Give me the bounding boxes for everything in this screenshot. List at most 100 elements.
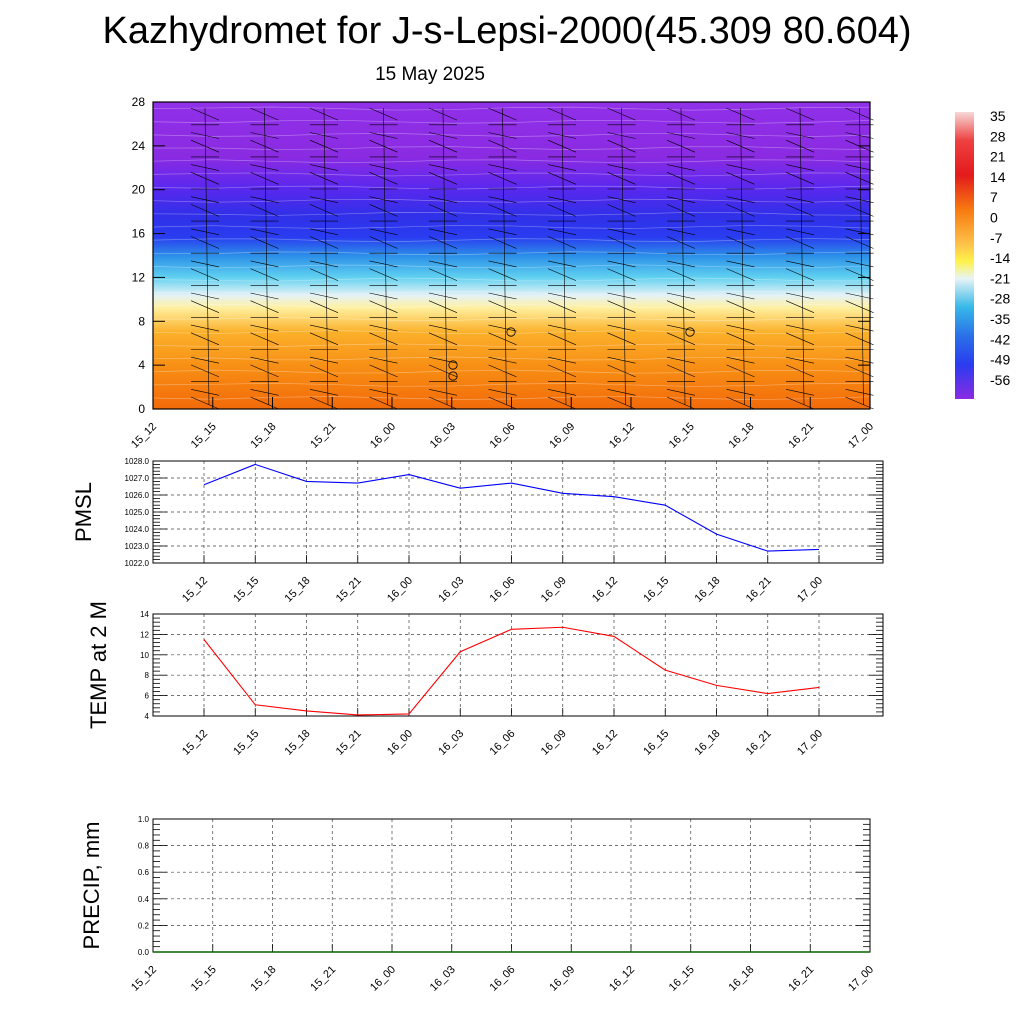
wind-barb bbox=[607, 356, 636, 364]
x-tick-label: 16_15 bbox=[667, 421, 697, 451]
wind-barb bbox=[726, 364, 755, 378]
wind-barb bbox=[845, 132, 874, 139]
calm-circle bbox=[448, 371, 458, 381]
wind-barb bbox=[369, 196, 398, 203]
colorbar-label: -56 bbox=[990, 372, 1010, 388]
x-tick-label: 16_09 bbox=[547, 421, 577, 451]
wind-barb bbox=[250, 164, 279, 171]
wind-barb bbox=[250, 139, 279, 153]
wind-barb bbox=[845, 196, 874, 203]
page-title: Kazhydromet for J-s-Lepsi-2000(45.309 80… bbox=[102, 10, 912, 52]
wind-barb bbox=[666, 292, 696, 300]
x-tick-label: 15_21 bbox=[308, 964, 338, 994]
wind-barb bbox=[547, 300, 577, 313]
wind-barb bbox=[666, 164, 696, 171]
y-tick-label: 24 bbox=[132, 139, 146, 153]
wind-barb bbox=[428, 236, 458, 249]
wind-barb bbox=[428, 172, 458, 185]
wind-barb bbox=[666, 389, 696, 396]
x-tick-label: 16_21 bbox=[786, 964, 816, 994]
wind-barb bbox=[547, 172, 577, 185]
x-tick-label: 15_18 bbox=[283, 575, 313, 605]
contour-line bbox=[152, 290, 871, 295]
wind-barb bbox=[190, 164, 220, 171]
colorbar: 35 28 21 14 7 0 -7 -14 -21 -28 -35 -42 -49 -56 bbox=[955, 108, 1010, 399]
wind-barb bbox=[190, 356, 220, 364]
contour-line bbox=[152, 172, 871, 177]
wind-barb bbox=[845, 389, 874, 396]
y-tick-label: 10 bbox=[140, 651, 149, 660]
wind-barb bbox=[428, 356, 458, 364]
wind-barb bbox=[607, 204, 636, 217]
colorbar-label: -28 bbox=[990, 291, 1010, 307]
wind-barb bbox=[369, 228, 398, 236]
wind-barb bbox=[488, 164, 517, 171]
x-tick-label: 15_12 bbox=[180, 575, 210, 605]
y-tick-label: 6 bbox=[145, 692, 150, 701]
x-tick-label: 16_18 bbox=[727, 964, 757, 994]
wind-barb bbox=[428, 324, 458, 332]
wind-barb bbox=[250, 228, 279, 236]
wind-barb bbox=[428, 196, 458, 203]
wind-barb bbox=[845, 268, 874, 281]
contour-line bbox=[152, 303, 871, 308]
colorbar-label: 21 bbox=[990, 149, 1006, 165]
x-tick-label: 16_15 bbox=[641, 575, 671, 605]
x-tick-label: 16_06 bbox=[488, 728, 518, 758]
wind-barb bbox=[428, 228, 458, 236]
wind-barb bbox=[250, 364, 279, 378]
wind-barb bbox=[726, 268, 755, 281]
wind-barb-staff bbox=[680, 107, 686, 406]
wind-barb bbox=[726, 389, 755, 396]
x-tick-label: 16_09 bbox=[547, 964, 577, 994]
x-tick-label: 15_15 bbox=[231, 575, 261, 605]
wind-barb bbox=[250, 260, 279, 268]
wind-barb bbox=[547, 236, 577, 249]
wind-barb bbox=[666, 260, 696, 268]
wind-barb-staff bbox=[264, 107, 269, 406]
wind-barb bbox=[190, 300, 220, 313]
wind-barb bbox=[666, 139, 696, 153]
wind-barb bbox=[190, 332, 220, 346]
wind-barb bbox=[309, 389, 339, 396]
y-tick-label: 1023.0 bbox=[125, 542, 150, 551]
wind-barb bbox=[845, 364, 874, 378]
wind-barb bbox=[250, 236, 279, 249]
wind-barb bbox=[309, 236, 339, 249]
wind-barb bbox=[845, 236, 874, 249]
wind-barb bbox=[369, 268, 398, 281]
wind-barb bbox=[547, 228, 577, 236]
y-tick-label: 1027.0 bbox=[125, 474, 150, 483]
wind-barb bbox=[488, 364, 517, 378]
wind-barb bbox=[607, 332, 636, 346]
y-tick-label: 1025.0 bbox=[125, 508, 150, 517]
wind-barb bbox=[488, 300, 517, 313]
wind-barb bbox=[488, 324, 517, 332]
wind-barb-staff bbox=[799, 107, 805, 406]
wind-barb bbox=[190, 196, 220, 203]
wind-barb bbox=[250, 204, 279, 217]
wind-barb bbox=[428, 139, 458, 153]
wind-barb bbox=[785, 300, 815, 313]
wind-barb bbox=[309, 364, 339, 378]
temp-panel: 4 6 8 10 12 14 15_12 15_15 15_18 15_21 16_00 16_03 1… bbox=[86, 601, 884, 758]
wind-barb bbox=[785, 324, 815, 332]
y-tick-label: 12 bbox=[132, 270, 146, 284]
wind-barb bbox=[845, 204, 874, 217]
wind-barb bbox=[309, 268, 339, 281]
wind-barb bbox=[607, 260, 636, 268]
colorbar-label: -14 bbox=[990, 250, 1010, 266]
wind-barb bbox=[488, 196, 517, 203]
wind-barb-staff bbox=[204, 107, 210, 406]
cross-section-field bbox=[153, 102, 870, 409]
wind-barb bbox=[309, 204, 339, 217]
wind-barb bbox=[547, 196, 577, 203]
y-tick-label: 4 bbox=[145, 712, 150, 721]
y-tick-label: 0.2 bbox=[138, 921, 150, 930]
y-tick-label: 20 bbox=[132, 183, 146, 197]
wind-barb bbox=[785, 228, 815, 236]
wind-barb bbox=[488, 292, 517, 300]
wind-barb bbox=[488, 132, 517, 139]
wind-barb bbox=[547, 260, 577, 268]
